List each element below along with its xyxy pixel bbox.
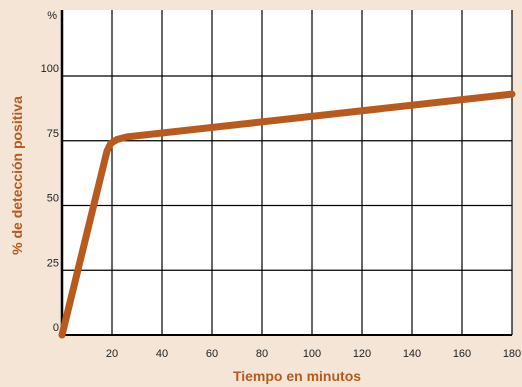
x-tick-label-80: 80 xyxy=(256,348,268,360)
x-tick-label-120: 120 xyxy=(353,348,371,360)
axes xyxy=(60,10,512,336)
y-unit-label: % xyxy=(47,10,57,22)
y-tick-label-25: 25 xyxy=(47,257,59,269)
grid xyxy=(62,10,513,335)
x-tick-label-140: 140 xyxy=(403,348,421,360)
x-axis-label: Tiempo en minutos xyxy=(233,368,361,384)
x-tick-labels: 20 40 60 80 100 120 140 160 180 xyxy=(106,348,521,360)
x-tick-label-40: 40 xyxy=(156,348,168,360)
x-tick-label-20: 20 xyxy=(106,348,118,360)
y-tick-label-0: 0 xyxy=(53,322,59,334)
plot-area xyxy=(62,10,512,335)
x-tick-label-100: 100 xyxy=(303,348,321,360)
y-tick-labels: 0 25 50 75 100 xyxy=(41,63,59,334)
x-tick-label-60: 60 xyxy=(206,348,218,360)
y-axis-label: % de detección positiva xyxy=(9,96,25,255)
y-tick-label-75: 75 xyxy=(47,128,59,140)
y-tick-label-50: 50 xyxy=(47,193,59,205)
y-tick-label-100: 100 xyxy=(41,63,59,75)
x-tick-label-160: 160 xyxy=(453,348,471,360)
series-line xyxy=(58,90,516,339)
x-tick-label-180: 180 xyxy=(503,348,521,360)
